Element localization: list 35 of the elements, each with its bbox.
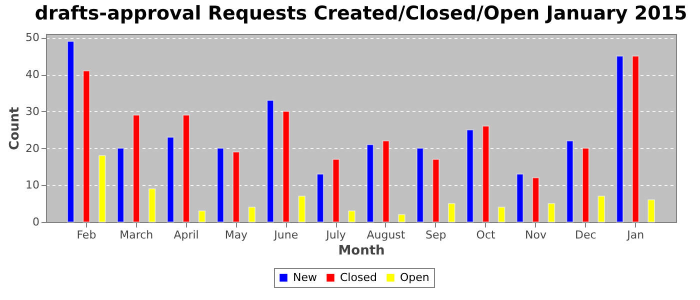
legend-label: Open — [400, 270, 430, 284]
y-tick-label: 30 — [26, 104, 40, 118]
bar — [598, 196, 606, 222]
x-tick-label: March — [120, 228, 154, 242]
x-tick-label: Sep — [426, 228, 446, 242]
y-tick-label: 50 — [26, 31, 40, 44]
y-axis-title: Count — [8, 106, 23, 150]
x-tick-label: Jan — [626, 228, 644, 242]
bar — [498, 206, 506, 222]
bar — [198, 210, 206, 222]
y-tick-label: 10 — [26, 178, 40, 192]
x-axis-title: Month — [338, 244, 385, 258]
x-tick-label: Feb — [76, 228, 96, 242]
y-tick-label: 40 — [26, 68, 40, 82]
bar — [398, 214, 406, 222]
legend-label: Closed — [340, 270, 377, 284]
bar — [548, 203, 556, 222]
x-tick-label: Dec — [574, 228, 596, 242]
bar — [248, 206, 256, 222]
legend-label: New — [293, 270, 317, 284]
bar — [348, 210, 356, 222]
x-tick-label: July — [325, 228, 346, 242]
x-tick-label: April — [174, 228, 199, 242]
chart-title: drafts-approval Requests Created/Closed/Open January 2015 — [34, 2, 688, 25]
bar — [448, 203, 456, 222]
bar — [298, 196, 306, 222]
x-tick-label: August — [366, 228, 406, 242]
x-tick-label: Oct — [476, 228, 496, 242]
bar — [648, 199, 655, 222]
x-tick-label: June — [273, 228, 298, 242]
y-tick-label: 0 — [32, 216, 40, 228]
bar — [148, 188, 156, 222]
x-tick-label: May — [224, 228, 248, 242]
y-tick-label: 20 — [26, 142, 40, 155]
x-tick-label: Nov — [524, 228, 547, 242]
